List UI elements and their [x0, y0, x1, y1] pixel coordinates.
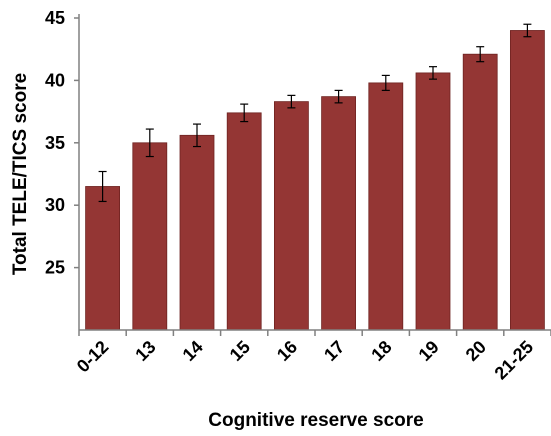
- x-axis-title: Cognitive reserve score: [208, 410, 423, 431]
- x-tick-label: 20: [462, 337, 490, 365]
- error-bars-group: [98, 23, 532, 203]
- bar: [273, 101, 309, 331]
- y-axis-title: Total TELE/TICS score: [10, 73, 31, 275]
- x-tick-label: 14: [179, 337, 207, 365]
- bar: [85, 186, 120, 331]
- y-tick-label: 30: [45, 195, 65, 215]
- y-tick-label: 25: [45, 258, 65, 278]
- x-tick-label: 21-25: [491, 337, 538, 384]
- y-tick-label: 45: [45, 8, 65, 28]
- bar: [321, 96, 357, 331]
- bar: [226, 112, 262, 331]
- bar: [509, 30, 545, 331]
- x-tick-label: 15: [226, 337, 254, 365]
- bar: [462, 53, 498, 331]
- x-tick-label: 19: [415, 337, 443, 365]
- x-tick-label: 16: [273, 337, 301, 365]
- x-tick-label: 18: [367, 337, 395, 365]
- y-tick-label: 40: [45, 70, 65, 90]
- bar: [415, 72, 451, 331]
- axes-group: [74, 14, 551, 336]
- bars-group: [85, 30, 545, 331]
- y-tick-label: 35: [45, 133, 65, 153]
- bar: [132, 142, 168, 331]
- x-tick-label: 13: [131, 337, 159, 365]
- bar: [179, 134, 215, 331]
- bar: [368, 82, 404, 331]
- x-tick-label: 17: [320, 337, 348, 365]
- x-tick-label: 0-12: [73, 337, 113, 377]
